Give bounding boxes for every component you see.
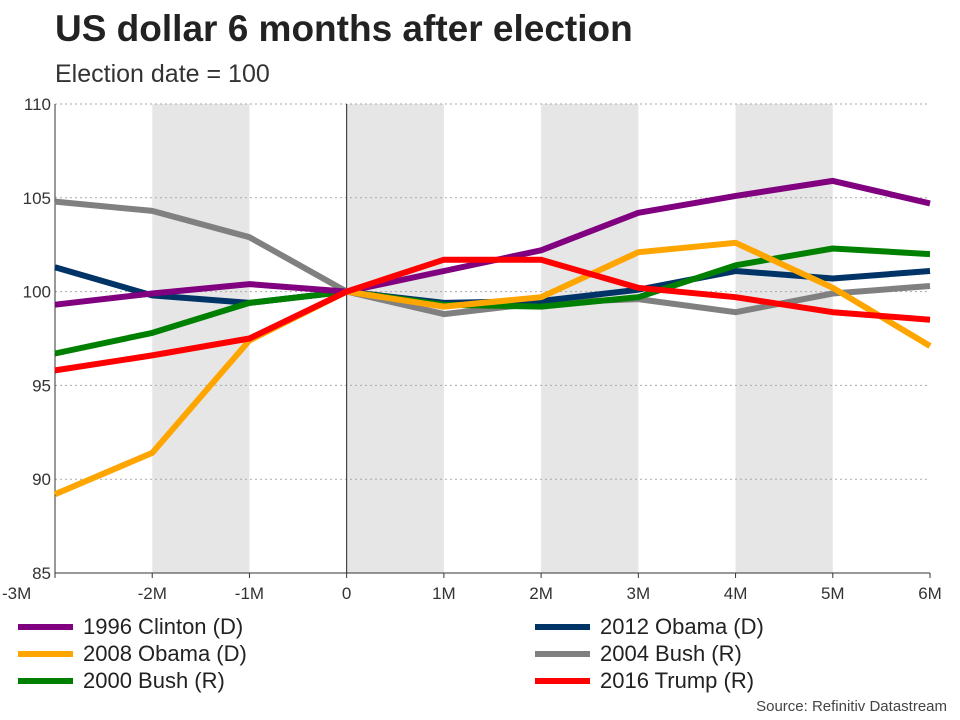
line-chart: 85 90 95 100 105 110 -3M -2M -1M 0 1M 2M 3M 4M 5M 6M	[2, 95, 942, 603]
shaded-band	[735, 104, 833, 573]
series-line-2000-bush-r	[54, 245, 931, 357]
x-tick-label: 3M	[627, 584, 651, 603]
legend-swatch	[18, 623, 73, 630]
series-line-2016-trump-r	[54, 256, 931, 374]
legend-label: 2008 Obama (D)	[83, 640, 247, 666]
legend-item: 2004 Bush (R)	[535, 640, 742, 667]
legend-item: 2000 Bush (R)	[18, 667, 225, 694]
legend-label: 2016 Trump (R)	[600, 667, 755, 693]
chart-subtitle: Election date = 100	[55, 60, 270, 88]
legend-swatch	[535, 677, 590, 684]
legend-swatch	[535, 650, 590, 657]
legend-item: 2016 Trump (R)	[535, 667, 754, 694]
y-tick-label: 110	[24, 95, 51, 114]
x-tick-label: 2M	[529, 584, 553, 603]
legend-swatch	[18, 677, 73, 684]
chart-title: US dollar 6 months after election	[55, 8, 633, 49]
legend-swatch	[18, 650, 73, 657]
y-tick-label: 95	[32, 376, 51, 395]
x-tick-label: -1M	[235, 584, 264, 603]
legend-item: 2008 Obama (D)	[18, 640, 247, 667]
shaded-band	[346, 104, 444, 573]
x-tick-label: -2M	[138, 584, 167, 603]
legend-label: 1996 Clinton (D)	[83, 613, 244, 639]
x-tick-label: 5M	[821, 584, 845, 603]
y-tick-label: 85	[32, 564, 51, 583]
x-tick-label: 0	[342, 584, 351, 603]
legend-item: 2012 Obama (D)	[535, 613, 764, 640]
legend-swatch	[535, 623, 590, 630]
x-tick-label: -3M	[2, 584, 31, 603]
series-line-2008-obama-d	[53, 239, 932, 497]
legend-item: 1996 Clinton (D)	[18, 613, 243, 640]
x-tick-label: 6M	[918, 584, 942, 603]
y-tick-label: 105	[23, 189, 51, 208]
y-tick-label: 100	[23, 283, 51, 302]
y-tick-label: 90	[32, 470, 51, 489]
legend-label: 2012 Obama (D)	[600, 613, 764, 639]
shaded-band	[541, 104, 639, 573]
chart-legend: 1996 Clinton (D) 2012 Obama (D) 2008 Obama…	[0, 612, 960, 697]
legend-label: 2000 Bush (R)	[83, 667, 225, 693]
legend-label: 2004 Bush (R)	[600, 640, 742, 666]
x-tick-label: 1M	[432, 584, 456, 603]
x-tick-label: 4M	[724, 584, 748, 603]
source-note: Source: Refinitiv Datastream	[756, 698, 947, 715]
